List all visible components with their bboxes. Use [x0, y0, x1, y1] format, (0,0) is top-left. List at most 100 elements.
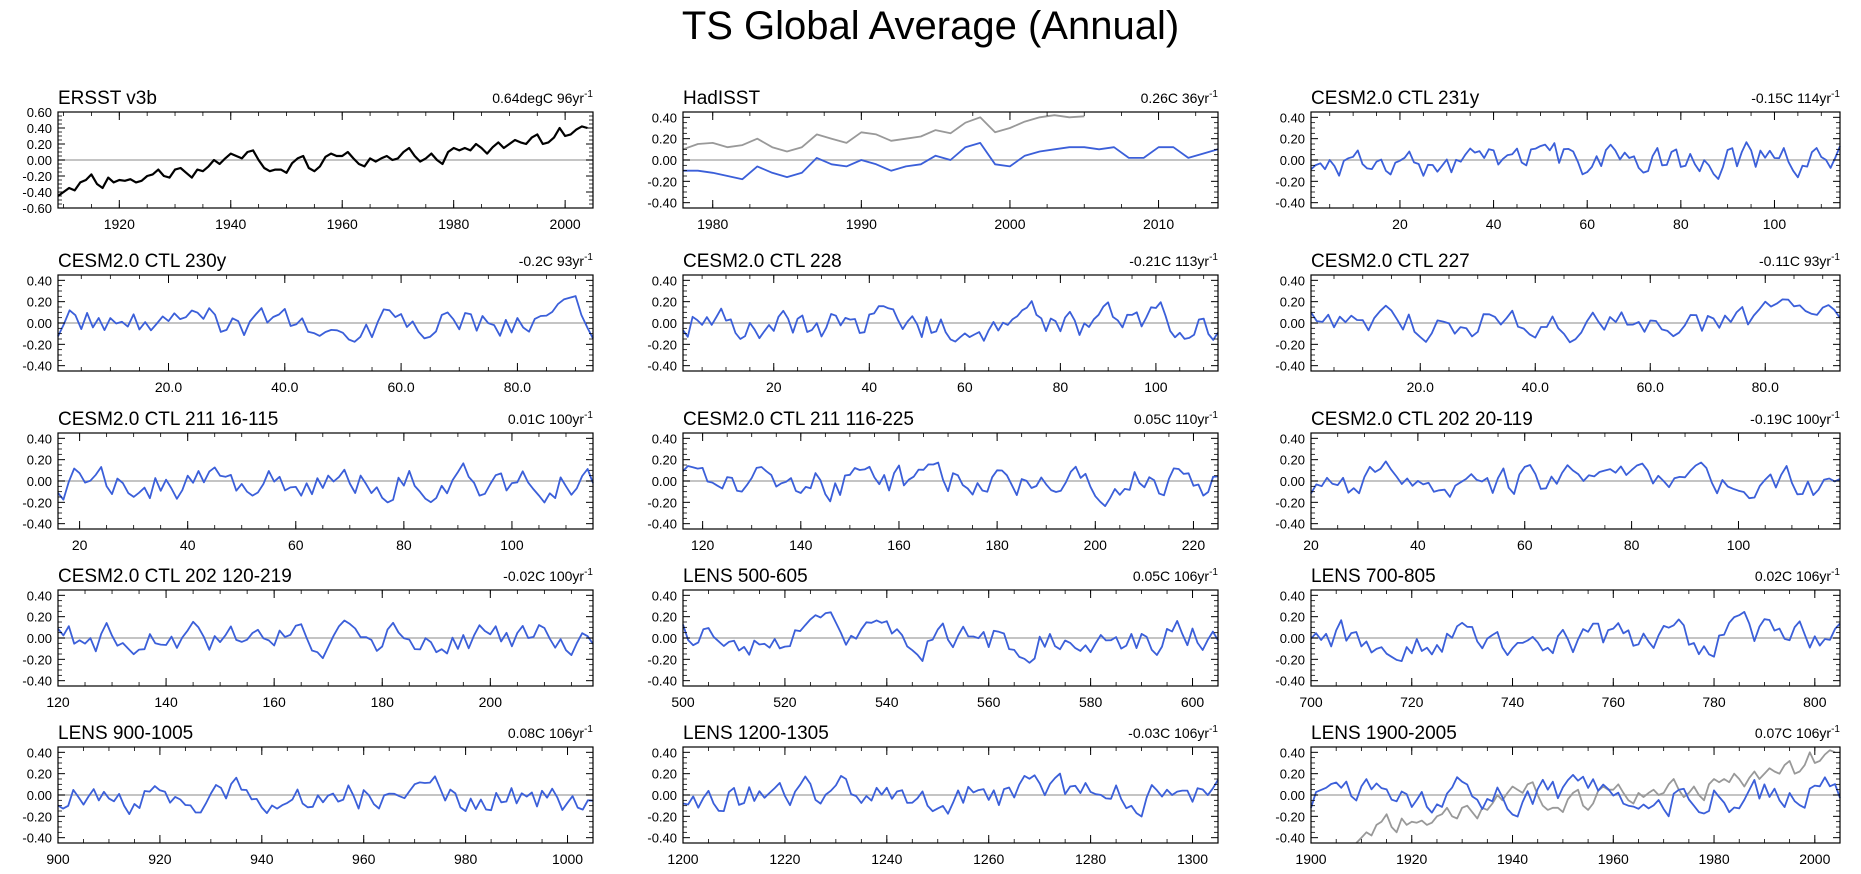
y-tick-label: 0.40 — [27, 431, 52, 446]
panel-title: CESM2.0 CTL 227 — [1311, 251, 1470, 272]
y-tick-label: -0.20 — [647, 495, 677, 510]
panel-stat-superscript: -1 — [584, 410, 593, 421]
series-line-2 — [1310, 774, 1841, 818]
panel-5: CESM2.0 CTL 228 -0.21C 113yr-1 -0.40 -0.20 0… — [647, 251, 1219, 395]
panel-stat: 0.05C 110yr-1 — [1134, 410, 1219, 427]
x-tick-label: 140 — [789, 537, 813, 553]
x-tick-label: 20 — [72, 537, 88, 553]
x-tick-label: 220 — [1182, 537, 1206, 553]
y-tick-label: 0.00 — [1280, 153, 1305, 168]
x-tick-label: 80 — [1673, 216, 1689, 232]
panel-stat-superscript: -1 — [1209, 89, 1218, 100]
panel-stat-superscript: -1 — [1831, 410, 1840, 421]
series-line-1 — [57, 295, 594, 343]
panel-stat-superscript: -1 — [1831, 567, 1840, 578]
panel-stat: -0.03C 106yr-1 — [1128, 724, 1218, 741]
y-tick-label: 0.00 — [27, 631, 52, 646]
x-tick-label: 1920 — [1396, 851, 1427, 867]
series-line-1 — [57, 619, 594, 660]
y-tick-label: 0.00 — [1280, 474, 1305, 489]
x-tick-label: 100 — [1144, 379, 1168, 395]
panel-11: LENS 500-605 0.05C 106yr-1 -0.40 -0.20 0.00 0… — [647, 566, 1219, 710]
x-tick-label: 200 — [479, 694, 503, 710]
x-tick-label: 120 — [691, 537, 715, 553]
panel-title: LENS 500-605 — [683, 566, 808, 587]
x-tick-label: 940 — [250, 851, 274, 867]
y-tick-label: 0.20 — [652, 610, 677, 625]
panel-stat-superscript: -1 — [584, 89, 593, 100]
series-line-2 — [683, 141, 1219, 181]
panel-stat: -0.02C 100yr-1 — [503, 567, 593, 584]
x-tick-label: 1920 — [104, 216, 135, 232]
x-tick-label: 60 — [1517, 537, 1533, 553]
panel-title: CESM2.0 CTL 231y — [1311, 88, 1480, 109]
panel-title: LENS 700-805 — [1311, 566, 1436, 587]
panel-stat: -0.15C 114yr-1 — [1751, 89, 1840, 106]
x-tick-label: 580 — [1079, 694, 1103, 710]
x-tick-label: 80 — [396, 537, 412, 553]
x-tick-label: 40 — [862, 379, 878, 395]
series-line-1 — [57, 125, 588, 197]
x-tick-label: 1000 — [552, 851, 583, 867]
panel-stat: -0.2C 93yr-1 — [519, 252, 594, 269]
y-tick-label: -0.20 — [647, 652, 677, 667]
panel-stat-superscript: -1 — [1831, 252, 1840, 263]
x-tick-label: 2010 — [1143, 216, 1174, 232]
panel-2: HadISST 0.26C 36yr-1 -0.40 -0.20 0.00 0.20 0.4… — [647, 88, 1219, 232]
x-tick-label: 140 — [154, 694, 178, 710]
x-tick-label: 80.0 — [1752, 379, 1779, 395]
x-tick-label: 60 — [957, 379, 973, 395]
y-tick-label: -0.20 — [22, 495, 52, 510]
x-tick-label: 60 — [288, 537, 304, 553]
x-tick-label: 40 — [1410, 537, 1426, 553]
x-tick-label: 20.0 — [155, 379, 182, 395]
y-tick-label: 0.00 — [1280, 788, 1305, 803]
x-tick-label: 40 — [180, 537, 196, 553]
y-tick-label: 0.20 — [27, 453, 52, 468]
series-line-1 — [682, 461, 1219, 508]
series-line-1 — [682, 611, 1219, 664]
panel-stat-superscript: -1 — [1209, 567, 1218, 578]
series-line-1 — [1310, 298, 1841, 344]
y-tick-label: -0.20 — [1275, 495, 1305, 510]
panel-stat-superscript: -1 — [1831, 89, 1840, 100]
y-tick-label: 0.20 — [27, 295, 52, 310]
panel-title: HadISST — [683, 88, 760, 109]
y-tick-label: 0.40 — [652, 431, 677, 446]
x-tick-label: 100 — [1763, 216, 1787, 232]
panel-stat: 0.02C 106yr-1 — [1755, 567, 1841, 584]
page-title: TS Global Average (Annual) — [681, 4, 1180, 48]
y-tick-label: -0.40 — [1275, 517, 1305, 532]
y-tick-label: -0.40 — [1275, 359, 1305, 374]
y-tick-label: -0.40 — [647, 196, 677, 211]
y-tick-label: -0.40 — [647, 674, 677, 689]
panel-title: CESM2.0 CTL 211 116-225 — [683, 409, 914, 430]
y-tick-label: -0.40 — [1275, 831, 1305, 846]
y-tick-label: -0.40 — [647, 831, 677, 846]
x-tick-label: 20 — [1392, 216, 1408, 232]
y-tick-label: 0.40 — [27, 745, 52, 760]
panel-stat-superscript: -1 — [1831, 724, 1840, 735]
panel-title: CESM2.0 CTL 202 120-219 — [58, 566, 292, 587]
x-tick-label: 180 — [985, 537, 1009, 553]
y-tick-label: -0.20 — [647, 337, 677, 352]
series-line-1 — [1355, 749, 1836, 844]
y-tick-label: -0.20 — [22, 337, 52, 352]
y-tick-label: -0.40 — [22, 185, 52, 200]
x-tick-label: 1960 — [1598, 851, 1629, 867]
x-tick-label: 80 — [1624, 537, 1640, 553]
y-tick-label: 0.20 — [1280, 295, 1305, 310]
x-tick-label: 120 — [46, 694, 70, 710]
y-tick-label: 0.20 — [652, 453, 677, 468]
x-tick-label: 2000 — [994, 216, 1025, 232]
y-tick-label: -0.20 — [647, 809, 677, 824]
y-tick-label: 0.40 — [1280, 431, 1305, 446]
panel-title: LENS 900-1005 — [58, 723, 193, 744]
x-tick-label: 1260 — [973, 851, 1004, 867]
y-tick-label: 0.00 — [652, 788, 677, 803]
panel-3: CESM2.0 CTL 231y -0.15C 114yr-1 -0.40 -0.20… — [1275, 88, 1841, 232]
y-tick-label: -0.20 — [1275, 337, 1305, 352]
x-tick-label: 740 — [1501, 694, 1525, 710]
y-tick-label: 0.20 — [27, 610, 52, 625]
y-tick-label: 0.00 — [652, 631, 677, 646]
